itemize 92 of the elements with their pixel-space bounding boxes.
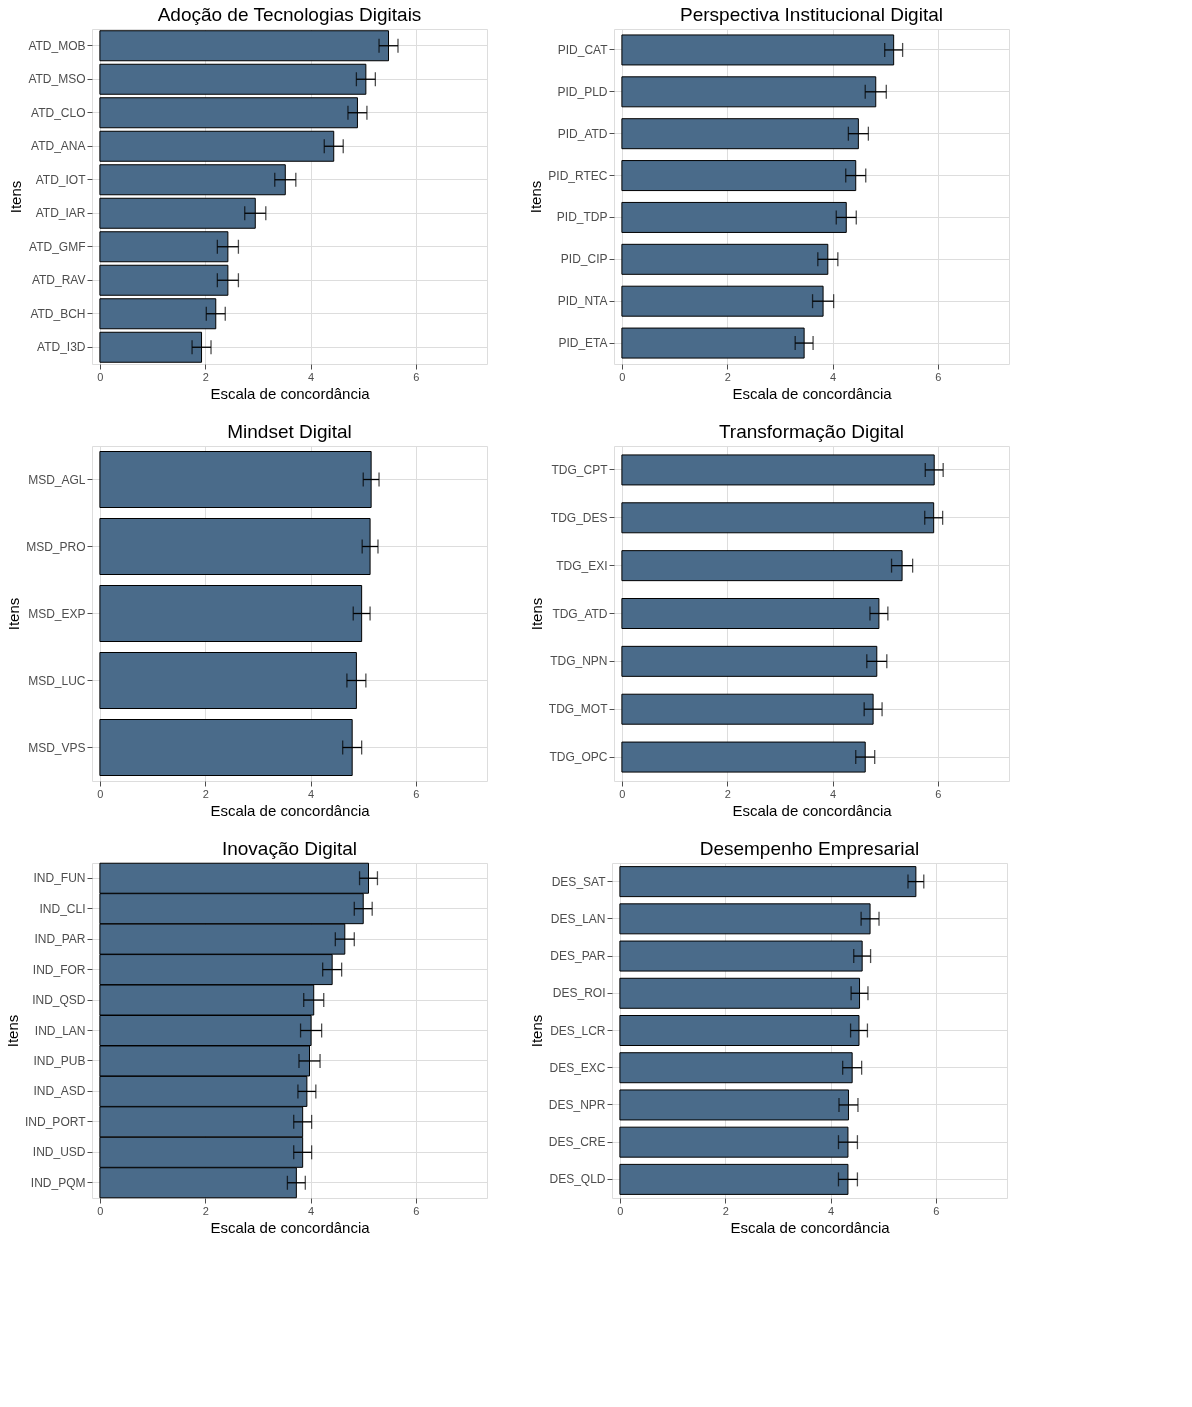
y-tick-label: MSD_EXP [28, 606, 86, 621]
x-tick-label: 0 [617, 1204, 624, 1217]
y-tick-label: MSD_LUC [28, 673, 86, 688]
y-tick-label: DES_QLD [549, 1172, 606, 1187]
chart-title: Inovação Digital [221, 837, 358, 859]
y-tick-label: TDG_OPC [549, 750, 608, 765]
chart-title: Adoção de Tecnologias Digitais [157, 4, 422, 25]
x-axis-title: Escala de concordância [732, 384, 893, 402]
y-axis-title: Itens [527, 180, 545, 214]
y-tick-label: DES_NPR [548, 1097, 606, 1112]
x-tick-label: 2 [724, 787, 731, 800]
x-tick-label: 0 [97, 1204, 104, 1217]
x-tick-label: 2 [202, 1204, 209, 1217]
x-tick-label: 6 [413, 1204, 420, 1217]
x-tick-label: 0 [97, 370, 104, 383]
y-tick-label: PID_TDP [556, 210, 608, 225]
x-tick-label: 0 [619, 370, 626, 383]
x-tick-label: 4 [830, 370, 837, 383]
y-tick-label: DES_LCR [550, 1023, 606, 1038]
y-tick-label: ATD_BCH [30, 306, 86, 321]
y-tick-label: DES_CRE [548, 1135, 606, 1150]
y-tick-label: TDG_EXI [556, 558, 608, 573]
y-tick-label: PID_CAT [557, 42, 609, 57]
x-tick-label: 4 [308, 370, 315, 383]
y-tick-label: IND_ASD [33, 1084, 86, 1099]
y-tick-label: IND_PAR [34, 932, 86, 947]
y-tick-label: IND_PQM [30, 1175, 86, 1190]
y-tick-label: ATD_MSO [28, 72, 86, 87]
y-tick-label: ATD_ANA [31, 139, 86, 154]
y-tick-label: TDG_ATD [552, 606, 608, 621]
y-tick-label: ATD_CLO [31, 105, 86, 120]
y-tick-label: PID_ETA [558, 336, 608, 351]
x-tick-label: 6 [935, 787, 942, 800]
y-tick-label: TDG_MOT [548, 702, 609, 717]
x-tick-label: 4 [828, 1204, 835, 1217]
y-tick-label: IND_FOR [32, 962, 86, 977]
x-axis-title: Escala de concordância [210, 801, 371, 819]
y-tick-label: MSD_AGL [28, 472, 86, 487]
x-tick-label: 2 [722, 1204, 729, 1217]
y-tick-label: TDG_DES [550, 510, 608, 525]
y-tick-label: TDG_CPT [551, 462, 609, 477]
y-tick-label: PID_ATD [557, 126, 608, 141]
y-tick-label: IND_PUB [33, 1053, 86, 1068]
x-tick-label: 6 [935, 370, 942, 383]
y-tick-label: DES_EXC [549, 1060, 606, 1075]
y-tick-label: DES_SAT [551, 874, 607, 889]
x-axis-title: Escala de concordância [730, 1218, 891, 1236]
y-tick-label: PID_CIP [560, 252, 608, 267]
x-tick-label: 6 [413, 370, 420, 383]
x-tick-label: 0 [97, 787, 104, 800]
chart-title: Transformação Digital [718, 421, 905, 442]
y-tick-label: PID_RTEC [548, 168, 608, 183]
y-tick-label: ATD_GMF [29, 239, 86, 254]
y-tick-label: IND_CLI [39, 901, 86, 916]
x-tick-label: 4 [830, 787, 837, 800]
y-tick-label: TDG_NPN [550, 654, 608, 669]
y-axis-title: Itens [4, 1014, 22, 1048]
y-tick-label: IND_USD [32, 1145, 86, 1160]
x-tick-label: 2 [202, 370, 209, 383]
y-axis-title: Itens [527, 1014, 545, 1048]
y-tick-label: DES_ROI [552, 986, 606, 1001]
x-tick-label: 4 [308, 1204, 315, 1217]
chart-title: Perspectiva Institucional Digital [680, 4, 943, 25]
y-tick-label: IND_FUN [33, 871, 86, 886]
chart-title: Desempenho Empresarial [699, 838, 920, 859]
y-tick-label: DES_PAR [550, 949, 606, 964]
x-tick-label: 6 [933, 1204, 940, 1217]
x-axis-title: Escala de concordância [210, 1218, 371, 1236]
x-tick-label: 2 [724, 370, 731, 383]
y-tick-label: ATD_MOB [28, 38, 86, 53]
y-axis-title: Itens [5, 597, 23, 631]
y-tick-label: PID_NTA [557, 294, 608, 309]
x-axis-title: Escala de concordância [210, 384, 371, 402]
x-tick-label: 6 [413, 787, 420, 800]
y-tick-label: ATD_IAR [35, 206, 86, 221]
y-axis-title: Itens [7, 180, 25, 214]
y-tick-label: MSD_PRO [26, 539, 86, 554]
x-tick-label: 4 [308, 787, 315, 800]
y-tick-label: PID_PLD [557, 84, 608, 99]
y-axis-title: Itens [527, 597, 545, 631]
y-tick-label: MSD_VPS [28, 740, 86, 755]
y-tick-label: DES_LAN [550, 911, 606, 926]
x-axis-title: Escala de concordância [732, 801, 893, 819]
y-tick-label: ATD_IOT [35, 172, 87, 187]
y-tick-label: IND_QSD [32, 993, 86, 1008]
x-tick-label: 2 [202, 787, 209, 800]
y-tick-label: ATD_RAV [31, 273, 86, 288]
y-tick-label: ATD_I3D [37, 340, 86, 355]
y-tick-label: IND_PORT [25, 1114, 87, 1129]
chart-title: Mindset Digital [227, 421, 352, 442]
y-tick-label: IND_LAN [34, 1023, 86, 1038]
x-tick-label: 0 [619, 787, 626, 800]
